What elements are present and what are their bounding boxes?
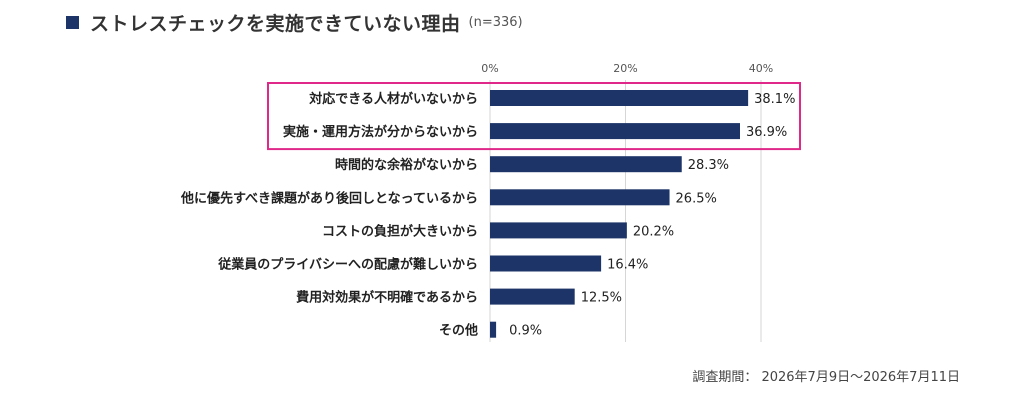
chart-title-text: ストレスチェックを実施できていない理由 xyxy=(90,12,461,35)
bar xyxy=(490,222,627,239)
category-label: その他 xyxy=(439,323,478,339)
bar xyxy=(490,288,575,305)
category-label: 費用対効果が不明確であるから xyxy=(296,290,478,306)
value-label: 12.5% xyxy=(581,291,622,306)
value-label: 26.5% xyxy=(676,191,717,206)
category-label: 対応できる人材がいないから xyxy=(308,91,478,107)
x-tick-label: 20% xyxy=(613,62,637,75)
value-label: 16.4% xyxy=(607,258,648,273)
x-tick-label: 0% xyxy=(481,62,498,75)
category-label: コストの負担が大きいから xyxy=(322,223,478,239)
category-label: 他に優先すべき課題があり後回しとなっているから xyxy=(180,190,478,206)
title-square-icon xyxy=(66,15,79,29)
value-label: 20.2% xyxy=(633,224,674,239)
value-label: 36.9% xyxy=(746,125,787,140)
bar xyxy=(490,189,670,206)
bar xyxy=(490,123,740,140)
bar xyxy=(490,90,749,106)
bar xyxy=(490,156,682,173)
chart-title: ストレスチェックを実施できていない理由 (n=336) xyxy=(66,9,523,35)
category-label: 従業員のプライバシーへの配慮が難しいから xyxy=(217,257,478,273)
x-tick-label: 40% xyxy=(749,62,773,75)
survey-period-note: 調査期間： 2026年7月9日～2026年7月11日 xyxy=(692,370,960,385)
value-label: 38.1% xyxy=(754,92,795,107)
value-label: 28.3% xyxy=(688,158,729,173)
bar xyxy=(490,321,497,338)
highlight-frame xyxy=(267,82,801,151)
category-label: 実施・運用方法が分からないから xyxy=(283,124,478,140)
category-label: 時間的な余裕がないから xyxy=(335,157,478,173)
sample-size-label: (n=336) xyxy=(468,14,523,30)
value-label: 0.9% xyxy=(509,324,542,339)
bar xyxy=(490,255,602,272)
